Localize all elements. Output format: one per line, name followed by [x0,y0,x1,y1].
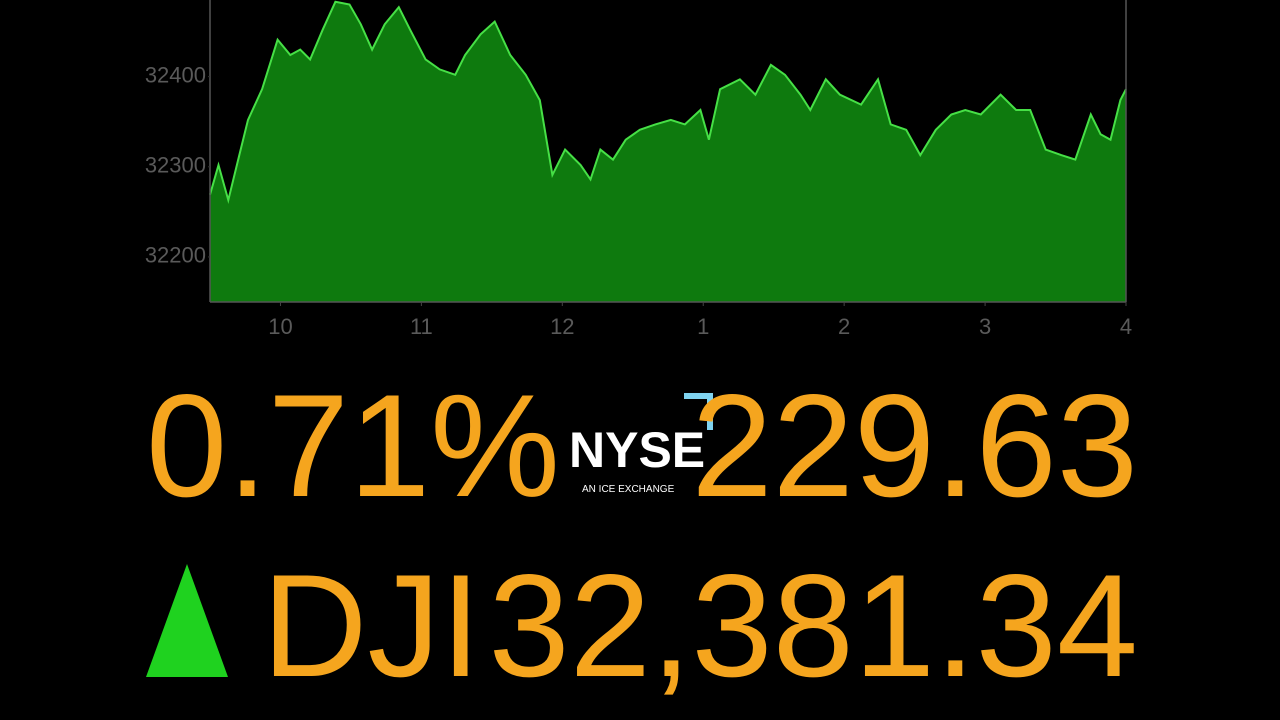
area-fill [210,1,1126,303]
x-tick-label: 2 [838,314,850,339]
x-tick-label: 1 [697,314,709,339]
x-tick-label: 11 [410,314,433,339]
point-change: 229.63 [691,364,1138,527]
x-tick-label: 10 [268,314,292,339]
x-tick-label: 4 [1120,314,1132,339]
area-line [209,0,1127,205]
exchange-name: NYSE [569,422,705,478]
logo-bracket [684,393,713,430]
exchange-tagline: AN ICE EXCHANGE [582,484,675,495]
up-arrow [146,564,228,677]
y-tick-label: 32200 [145,243,206,268]
y-tick-label: 32400 [145,62,206,87]
symbol: DJI [262,544,481,707]
x-tick-label: 12 [550,314,574,339]
percent-change: 0.71% [146,364,560,527]
price: 32,381.34 [488,544,1138,707]
x-tick-label: 3 [979,314,991,339]
y-tick-label: 32300 [145,153,206,178]
